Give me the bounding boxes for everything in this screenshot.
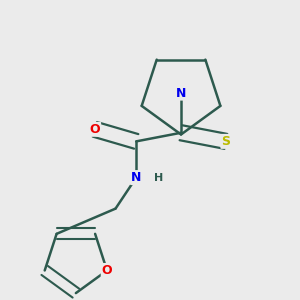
Text: N: N [131, 171, 141, 184]
Text: H: H [154, 172, 163, 183]
Text: S: S [221, 135, 230, 148]
Text: O: O [102, 264, 112, 277]
Text: O: O [89, 123, 100, 136]
Text: N: N [176, 87, 186, 100]
